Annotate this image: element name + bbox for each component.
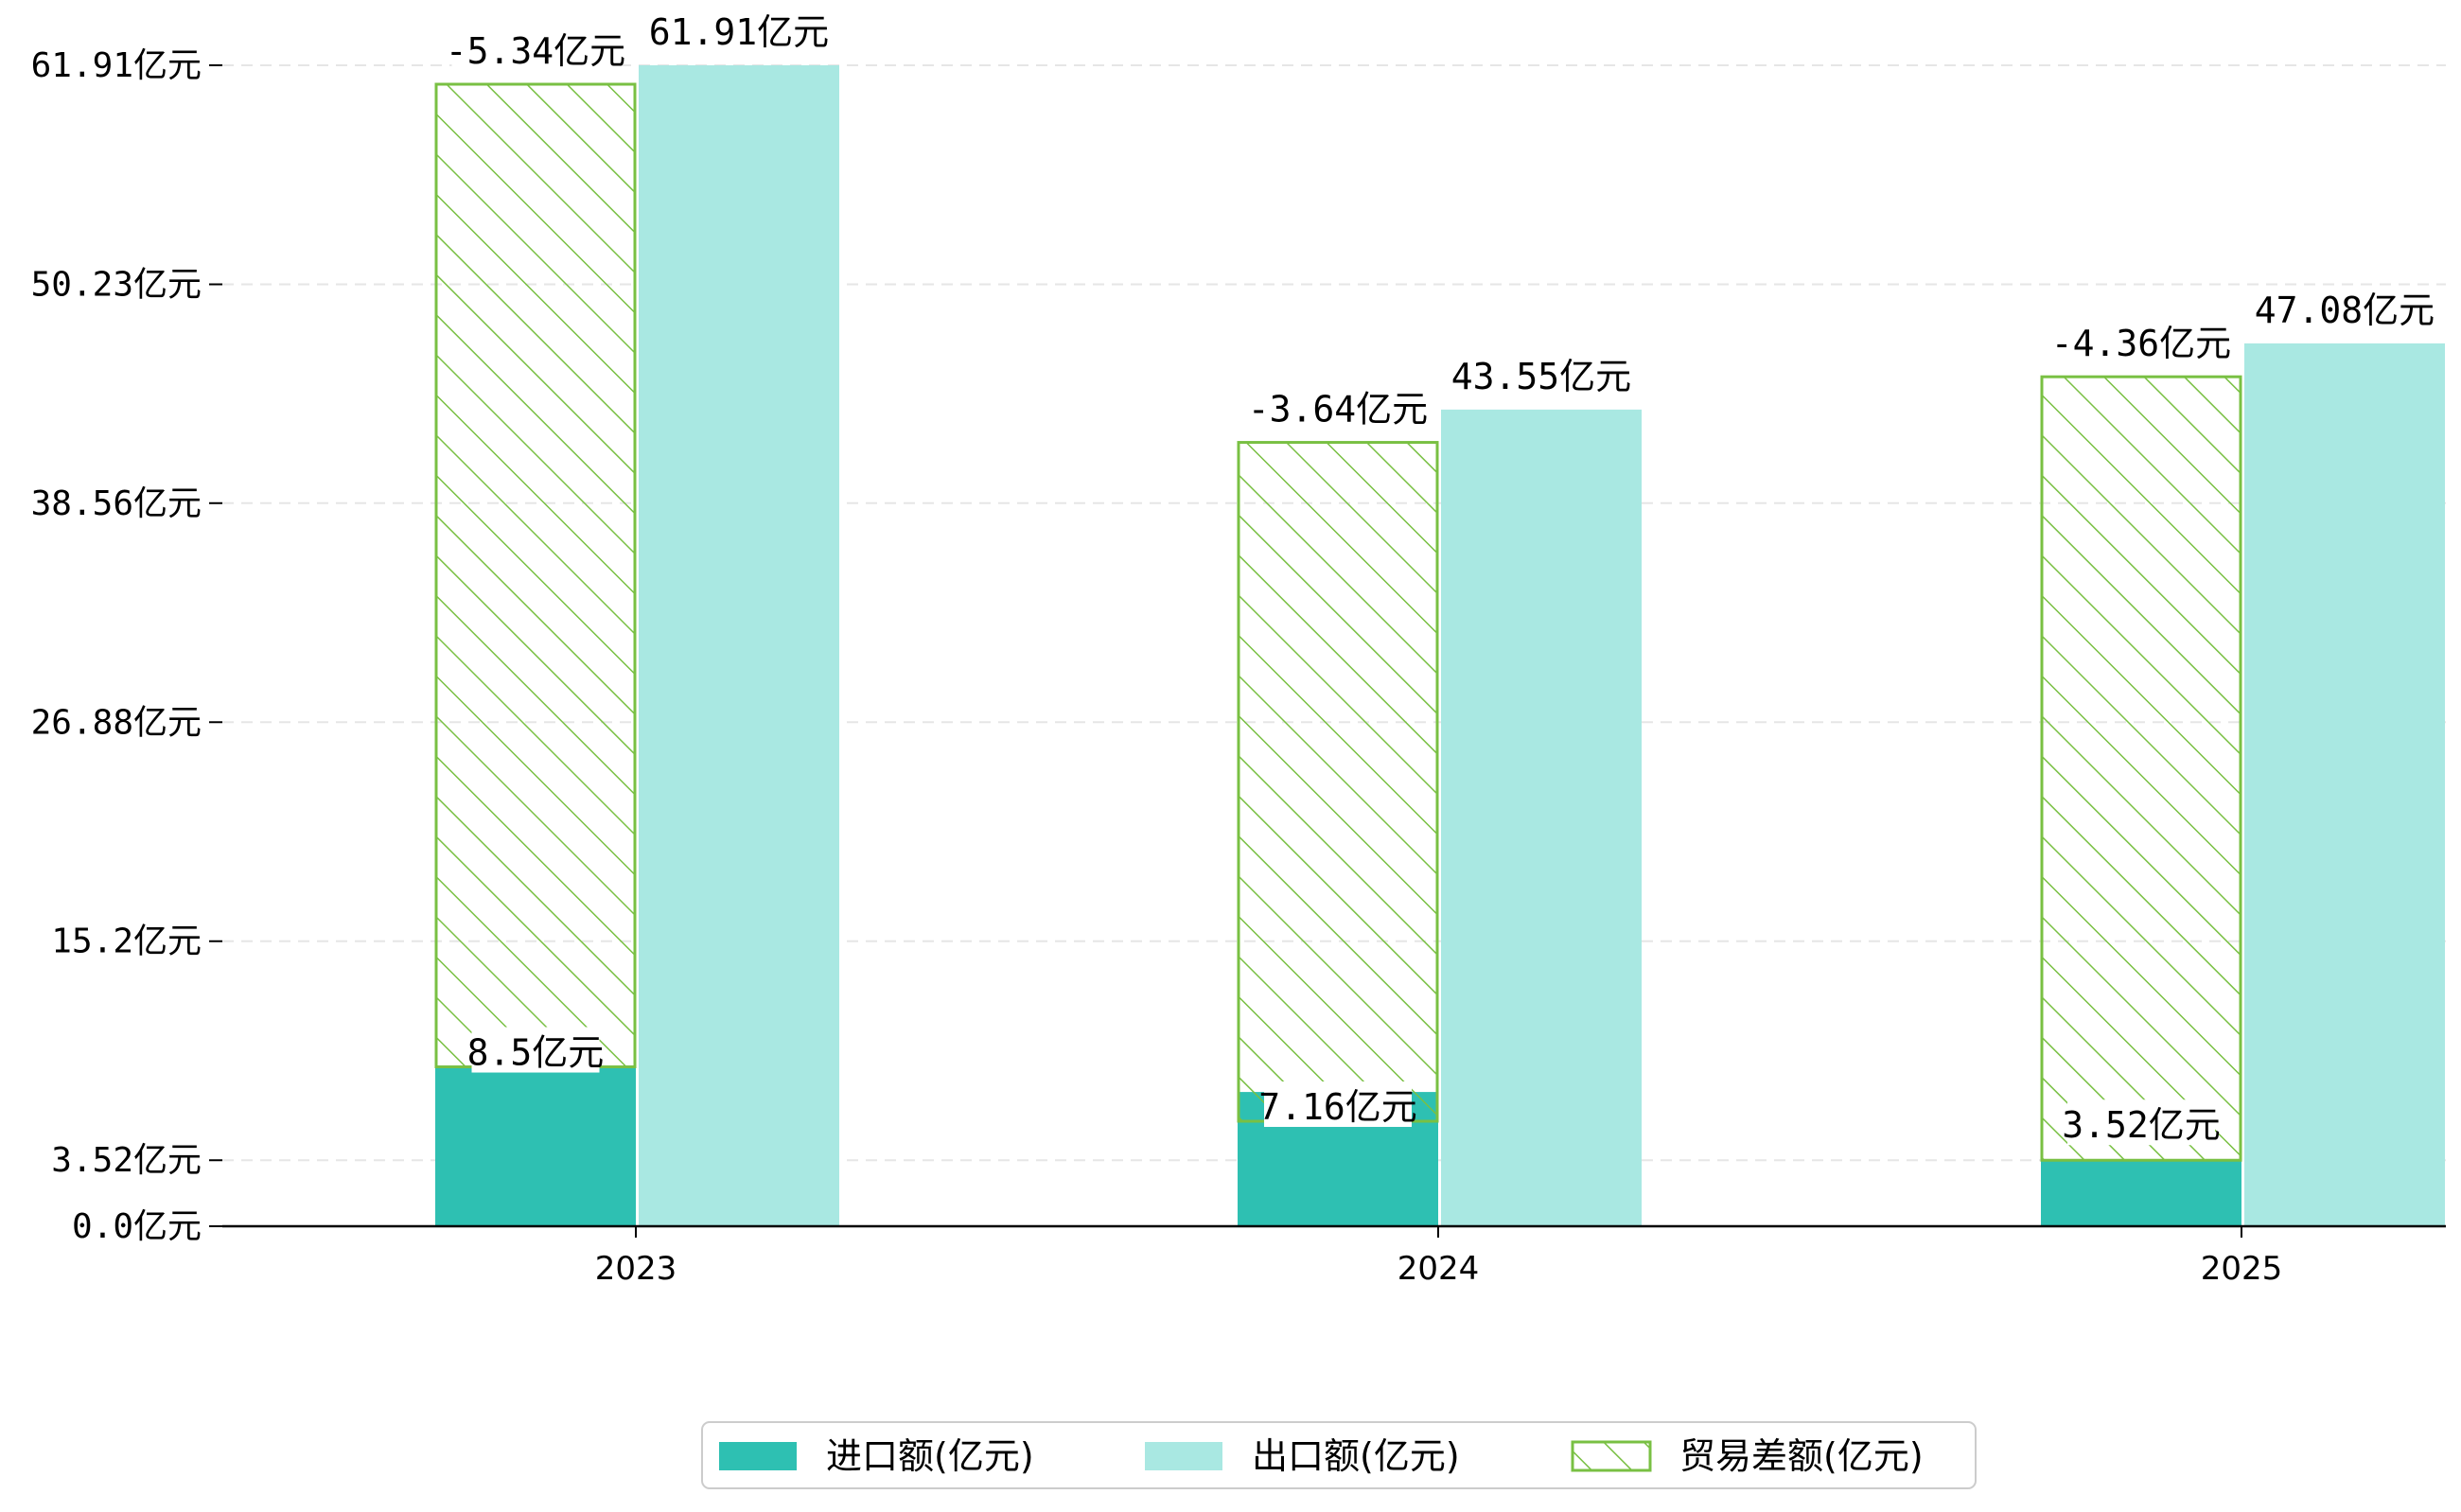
export-value-label: 43.55亿元: [1451, 356, 1631, 397]
y-tick-label: 38.56亿元: [31, 484, 202, 523]
x-tick-label: 2024: [1397, 1250, 1480, 1288]
balance-bar: [434, 82, 637, 1069]
legend-swatch-balance: [1571, 1440, 1652, 1472]
export-bar: [639, 65, 839, 1226]
import-value-label-bg: [1264, 1081, 1412, 1128]
x-tick-label: 2025: [2201, 1250, 2283, 1288]
balance-value-label-bg: [451, 26, 620, 72]
export-value-label: 47.08亿元: [2255, 290, 2435, 331]
balance-value-label: -3.64亿元: [1248, 389, 1428, 431]
export-bar: [1441, 409, 1642, 1226]
legend-label: 出口额(亿元): [1252, 1435, 1460, 1477]
import-value-label-bg: [2067, 1099, 2215, 1146]
balance-bar: [2040, 375, 2242, 1162]
bars: [434, 65, 2445, 1227]
export-bar: [2244, 343, 2445, 1227]
legend-swatch-import: [719, 1442, 797, 1470]
import-bar: [2041, 1160, 2241, 1226]
y-tick-label: 3.52亿元: [51, 1141, 202, 1180]
legend-swatch-export: [1145, 1442, 1222, 1470]
import-value-label: 8.5亿元: [467, 1032, 605, 1074]
y-tick-label: 0.0亿元: [72, 1207, 202, 1246]
legend-label: 进口额(亿元): [826, 1435, 1034, 1477]
import-value-label: 3.52亿元: [2062, 1104, 2221, 1146]
x-tick-label: 2023: [595, 1250, 677, 1288]
balance-value-label: -5.34亿元: [446, 30, 625, 72]
y-tick-label: 15.2亿元: [51, 923, 202, 961]
balance-value-label-bg: [1254, 383, 1422, 430]
y-tick-label: 50.23亿元: [31, 265, 202, 304]
import-value-label: 7.16亿元: [1258, 1086, 1417, 1128]
import-value-label-bg: [471, 1027, 600, 1073]
axes: 0.0亿元 3.52亿元 15.2亿元 26.88亿元 38.56亿元 50.23亿元 61…: [31, 46, 2446, 1288]
balance-bar: [1237, 441, 1439, 1123]
legend-label: 贸易差额(亿元): [1679, 1435, 1924, 1477]
y-tick-label: 26.88亿元: [31, 703, 202, 742]
data-labels: 61.91亿元 -5.34亿元 8.5亿元 43.55亿元 -3.64亿元 7.16亿元 4…: [446, 11, 2435, 1146]
legend-box: [701, 1421, 1977, 1489]
import-bar: [435, 1066, 636, 1226]
legend: 进口额(亿元) 出口额(亿元) 贸易差额(亿元): [701, 1421, 1977, 1489]
balance-value-label: -4.36亿元: [2051, 323, 2231, 364]
balance-value-label-bg: [2057, 318, 2225, 364]
y-tick-label: 61.91亿元: [31, 46, 202, 85]
export-value-label: 61.91亿元: [649, 11, 829, 53]
